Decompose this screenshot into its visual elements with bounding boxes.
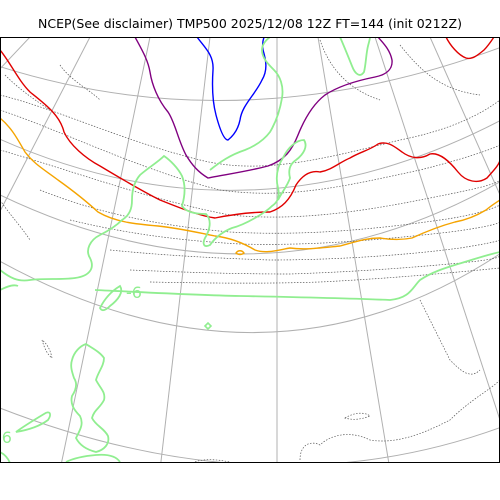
- isotherm-green-west: [0, 284, 19, 291]
- meridian-line: [0, 37, 91, 213]
- isotherm-green-south: [70, 343, 110, 453]
- isotherm-purple: [134, 37, 393, 179]
- isotherm-green-south2: [65, 453, 121, 463]
- isotherm-blue: [196, 37, 267, 141]
- latitude-line: [0, 120, 500, 191]
- isotherm-green-sw2: [0, 451, 11, 463]
- isotherm-red: [0, 49, 500, 219]
- isotherm-green: [0, 139, 307, 282]
- isotherm-orange-blob: [235, 250, 245, 256]
- graticule: [0, 37, 500, 463]
- contour-label: -6: [126, 283, 142, 302]
- latitude-line: [0, 407, 500, 463]
- isotherm-green-north2: [339, 37, 371, 76]
- meridian-line: [0, 37, 31, 70]
- contour-label: -6: [0, 428, 12, 447]
- meridian-line: [429, 37, 500, 197]
- meridian-line: [60, 37, 151, 463]
- coastlines: [0, 39, 500, 463]
- isotherm-red-segment: [445, 37, 495, 60]
- isotherm-green-east: [94, 251, 500, 301]
- map-frame: [0, 37, 500, 463]
- latitude-line: [0, 181, 500, 255]
- isotherm-green-dot: [203, 321, 213, 331]
- latitude-line: [0, 253, 500, 334]
- isotherm-orange: [0, 117, 500, 253]
- isotherm-green-loop: [98, 284, 123, 312]
- meridian-line: [317, 37, 390, 463]
- latitude-line: [0, 47, 500, 101]
- meridian-line: [160, 37, 211, 463]
- isotherm-green-sw: [15, 411, 51, 433]
- meridian-line: [374, 37, 500, 421]
- isotherm-green-north: [209, 37, 284, 171]
- map-title: NCEP(See disclaimer) TMP500 2025/12/08 1…: [38, 16, 462, 31]
